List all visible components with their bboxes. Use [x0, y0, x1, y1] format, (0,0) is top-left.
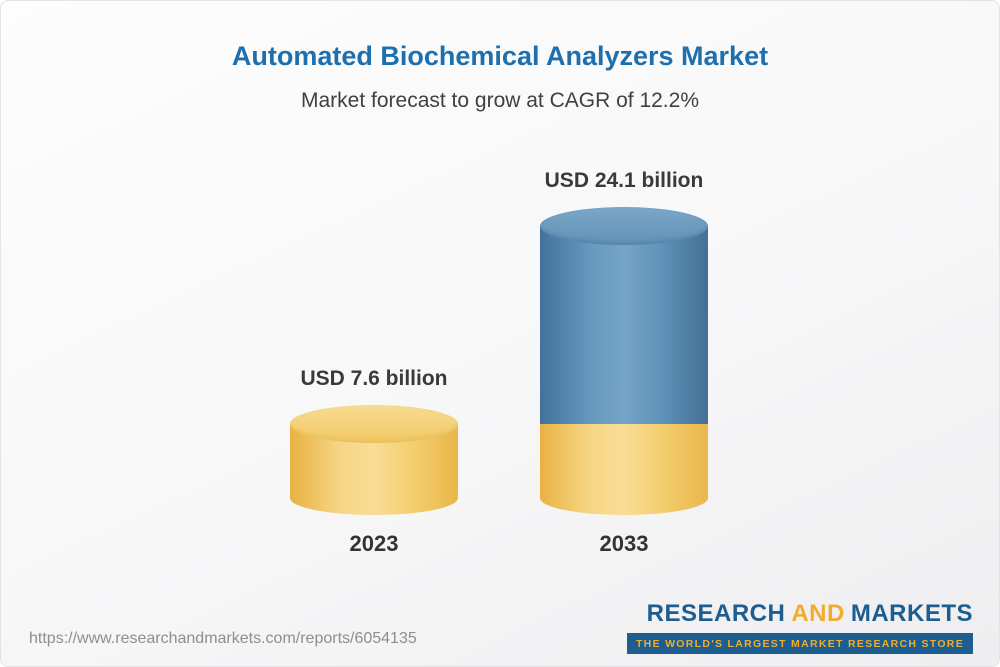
bar-group-2033: USD 24.1 billion 2033 — [539, 169, 709, 556]
cylinder-2033-body — [540, 226, 708, 515]
cylinder-2023 — [290, 405, 458, 515]
logo-research: RESEARCH — [646, 600, 786, 627]
cylinder-2033-growth-segment — [540, 226, 708, 424]
report-url: https://www.researchandmarkets.com/repor… — [29, 630, 417, 647]
logo-markets: MARKETS — [850, 600, 973, 627]
cylinder-2023-top-cap — [290, 405, 458, 443]
value-label-2033: USD 24.1 billion — [544, 169, 704, 192]
logo-and: AND — [791, 600, 845, 627]
chart-title: Automated Biochemical Analyzers Market — [231, 41, 769, 71]
logo-tagline: THE WORLD'S LARGEST MARKET RESEARCH STOR… — [626, 633, 973, 654]
bar-group-2023: USD 7.6 billion 2023 — [289, 367, 459, 556]
chart-subtitle: Market forecast to grow at CAGR of 12.2% — [301, 89, 699, 112]
x-axis-label-2023: 2023 — [349, 531, 399, 556]
research-and-markets-logo: RESEARCH AND MARKETS THE WORLD'S LARGEST M… — [626, 600, 973, 654]
logo-wordmark: RESEARCH AND MARKETS — [627, 600, 973, 628]
cylinder-2033-top-cap — [540, 207, 708, 245]
x-axis-label-2033: 2033 — [599, 531, 649, 556]
cylinder-2033 — [540, 207, 708, 515]
value-label-2023: USD 7.6 billion — [300, 367, 448, 390]
cylinder-2033-base-segment — [540, 424, 708, 515]
